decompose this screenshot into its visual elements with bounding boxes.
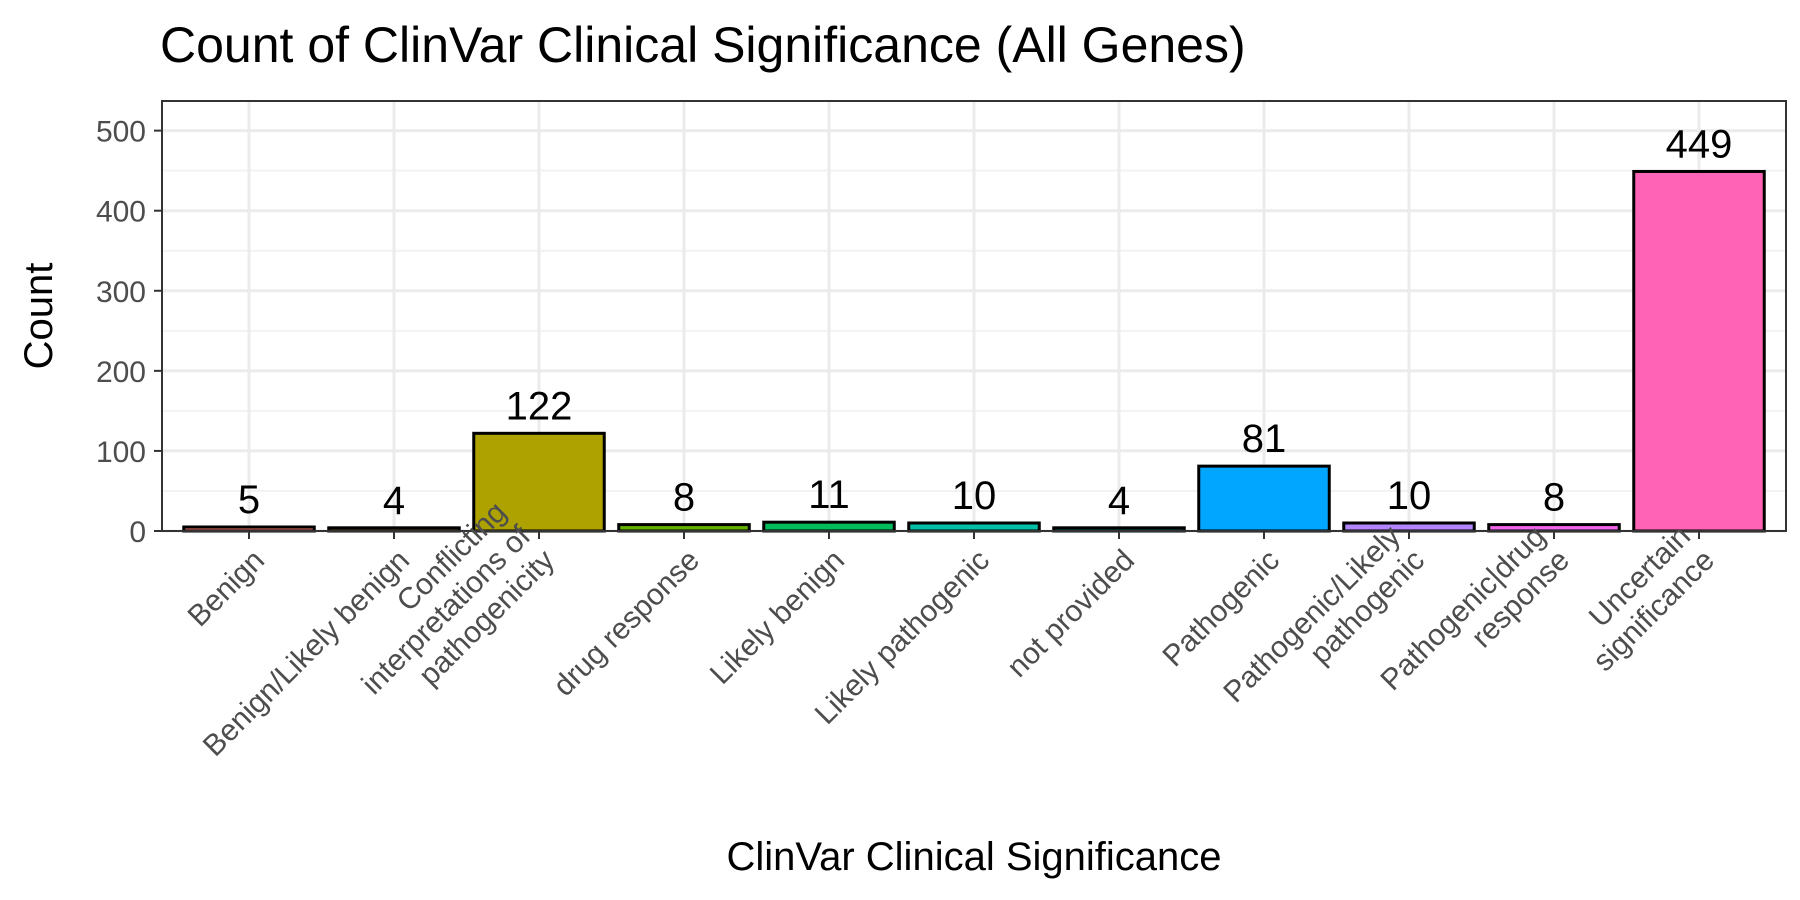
- x-tick-label: Benign: [182, 544, 271, 633]
- y-tick-label: 200: [96, 356, 146, 389]
- bar: [907, 521, 1041, 533]
- data-label: 4: [1108, 479, 1130, 523]
- x-axis-title: ClinVar Clinical Significance: [726, 835, 1221, 879]
- data-label: 8: [1543, 476, 1565, 520]
- data-label: 10: [952, 474, 997, 518]
- bar: [1342, 521, 1476, 533]
- bar: [762, 520, 896, 533]
- x-tick-label: Pathogenic/Likelypathogenic: [1217, 520, 1431, 734]
- y-tick-label: 400: [96, 196, 146, 229]
- bars: [182, 169, 1766, 533]
- x-tick-label: Uncertainsignificance: [1563, 520, 1721, 678]
- x-tick-label: Likely benign: [704, 544, 851, 691]
- x-tick-label: not provided: [1001, 544, 1141, 684]
- data-labels: 5 4 122 8 11 10 4 81 10 8 449: [238, 122, 1733, 522]
- y-tick-label: 0: [129, 516, 146, 549]
- data-label: 11: [808, 473, 850, 517]
- data-label: 81: [1242, 417, 1287, 461]
- chart-title: Count of ClinVar Clinical Significance (…: [160, 17, 1246, 73]
- y-tick-label: 300: [96, 276, 146, 309]
- data-label: 10: [1387, 474, 1432, 518]
- y-tick-label: 500: [96, 116, 146, 149]
- data-label: 449: [1666, 122, 1733, 166]
- y-axis: 0 100 200 300 400 500: [96, 116, 162, 549]
- data-label: 5: [238, 478, 260, 522]
- data-label: 4: [383, 479, 405, 523]
- bar: [1632, 169, 1766, 533]
- bar: [472, 431, 606, 533]
- grid: [162, 101, 1786, 533]
- x-tick-label: drug response: [547, 544, 706, 703]
- y-tick-label: 100: [96, 436, 146, 469]
- data-label: 122: [506, 384, 573, 428]
- data-label: 8: [673, 476, 695, 520]
- y-axis-title: Count: [17, 263, 61, 370]
- bar: [1197, 464, 1331, 533]
